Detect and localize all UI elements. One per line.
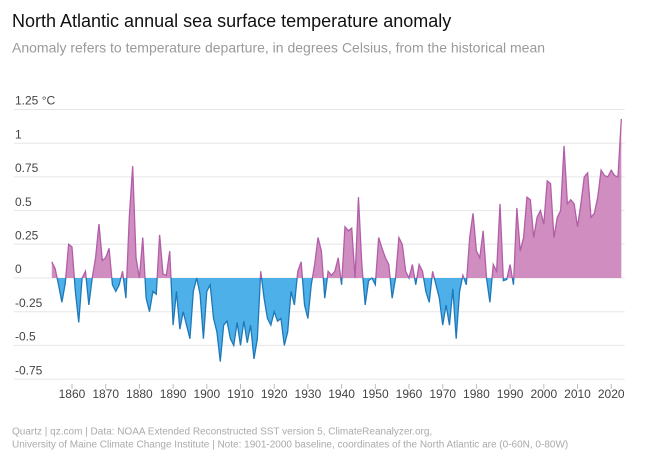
y-tick-label: -0.5 (15, 330, 36, 344)
positive-line (51, 118, 622, 278)
y-tick-label: 1 (15, 127, 22, 141)
x-tick-label: 2000 (530, 387, 557, 401)
x-tick-label: 1890 (160, 387, 187, 401)
x-tick-label: 1910 (227, 387, 254, 401)
chart-subtitle: Anomaly refers to temperature departure,… (12, 40, 545, 56)
x-tick-label: 1980 (463, 387, 490, 401)
negative-line (56, 278, 515, 362)
x-tick-label: 1970 (429, 387, 456, 401)
x-tick-label: 2020 (598, 387, 625, 401)
x-tick-label: 1930 (295, 387, 322, 401)
source: Quartz | qz.com | Data: NOAA Extended Re… (12, 427, 432, 438)
x-tick-label: 1990 (497, 387, 524, 401)
x-tick-label: 1900 (193, 387, 220, 401)
x-tick-label: 1870 (92, 387, 119, 401)
x-tick-label: 1960 (396, 387, 423, 401)
y-tick-label: 0.25 (15, 228, 39, 242)
y-tick-label: 1.25 °C (15, 94, 55, 108)
x-tick-label: 1860 (59, 387, 86, 401)
y-tick-label: -0.75 (15, 363, 43, 377)
x-tick-label: 1880 (126, 387, 153, 401)
chart-title: North Atlantic annual sea surface temper… (12, 11, 451, 31)
positive-area (51, 118, 622, 278)
x-tick-label: 1940 (328, 387, 355, 401)
x-tick-label: 1950 (362, 387, 389, 401)
y-tick-label: -0.25 (15, 296, 43, 310)
x-tick-label: 2010 (564, 387, 591, 401)
x-tick-label: 1920 (261, 387, 288, 401)
source: University of Maine Climate Change Insti… (12, 440, 568, 451)
y-tick-label: 0.5 (15, 195, 32, 209)
y-tick-label: 0.75 (15, 161, 39, 175)
y-tick-label: 0 (15, 262, 22, 276)
